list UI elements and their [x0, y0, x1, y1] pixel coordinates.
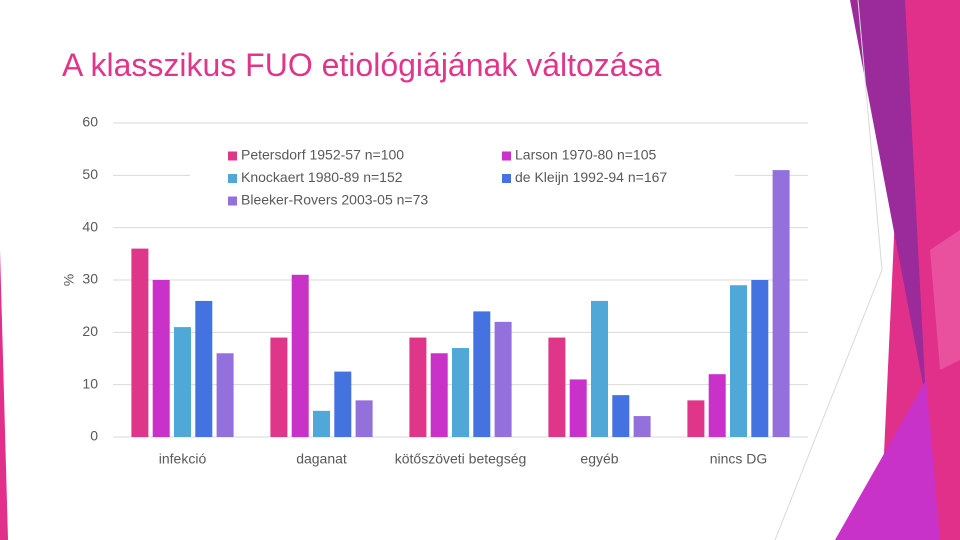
y-tick-label: 60 [82, 114, 98, 130]
legend-swatch [228, 151, 237, 161]
x-tick-label: nincs DG [710, 451, 768, 467]
decor-left [0, 250, 8, 540]
bar [633, 416, 651, 437]
bar [195, 300, 213, 437]
bar [174, 327, 191, 437]
decor-magenta [835, 380, 940, 540]
y-tick-label: 20 [82, 323, 98, 339]
y-tick-label: 10 [82, 375, 98, 391]
bar [452, 348, 469, 437]
bar [730, 285, 747, 437]
legend-label: de Kleijn 1992-94 n=167 [515, 169, 667, 185]
bar [216, 353, 234, 437]
y-tick-label: 50 [82, 166, 98, 182]
bar [548, 337, 566, 437]
bar [313, 410, 330, 437]
bar [494, 321, 512, 437]
x-tick-label: egyéb [580, 451, 618, 467]
y-tick-label: 30 [82, 271, 98, 287]
x-tick-label: infekció [159, 451, 207, 467]
bar [591, 300, 608, 437]
legend-swatch [502, 174, 511, 183]
bar [131, 248, 149, 437]
legend-label: Larson 1970-80 n=105 [515, 147, 656, 163]
bar [291, 274, 309, 437]
bar [355, 400, 373, 437]
legend-background [190, 142, 735, 214]
bar [751, 280, 769, 437]
bar [473, 311, 491, 437]
x-tick-label: daganat [296, 451, 347, 467]
legend-swatch [502, 151, 511, 161]
bar [772, 170, 790, 437]
chart-title: A klasszikus FUO etiológiájának változás… [62, 47, 662, 83]
bar [708, 374, 726, 437]
bar [270, 337, 288, 437]
decor-purple [850, 0, 926, 400]
bar [334, 371, 352, 437]
legend-label: Petersdorf 1952-57 n=100 [241, 147, 404, 163]
legend-label: Knockaert 1980-89 n=152 [241, 169, 403, 185]
legend-label: Bleeker-Rovers 2003-05 n=73 [241, 192, 428, 208]
plot: 0 10 20 30 40 50 60 infekció daganat kötőszöveti … [82, 114, 808, 467]
decor-light [930, 230, 960, 370]
legend-swatch [228, 196, 237, 206]
y-tick-label: 40 [82, 218, 98, 234]
bar [612, 395, 630, 437]
x-tick-label: kötőszöveti betegség [395, 451, 527, 467]
y-axis-title: % [61, 274, 77, 286]
legend-swatch [228, 174, 237, 183]
bar [409, 337, 427, 437]
bar [687, 400, 705, 437]
y-tick-label: 0 [90, 428, 98, 444]
bar [430, 353, 448, 437]
bar [569, 379, 587, 437]
decor-line [774, 0, 883, 540]
bar [152, 280, 170, 437]
